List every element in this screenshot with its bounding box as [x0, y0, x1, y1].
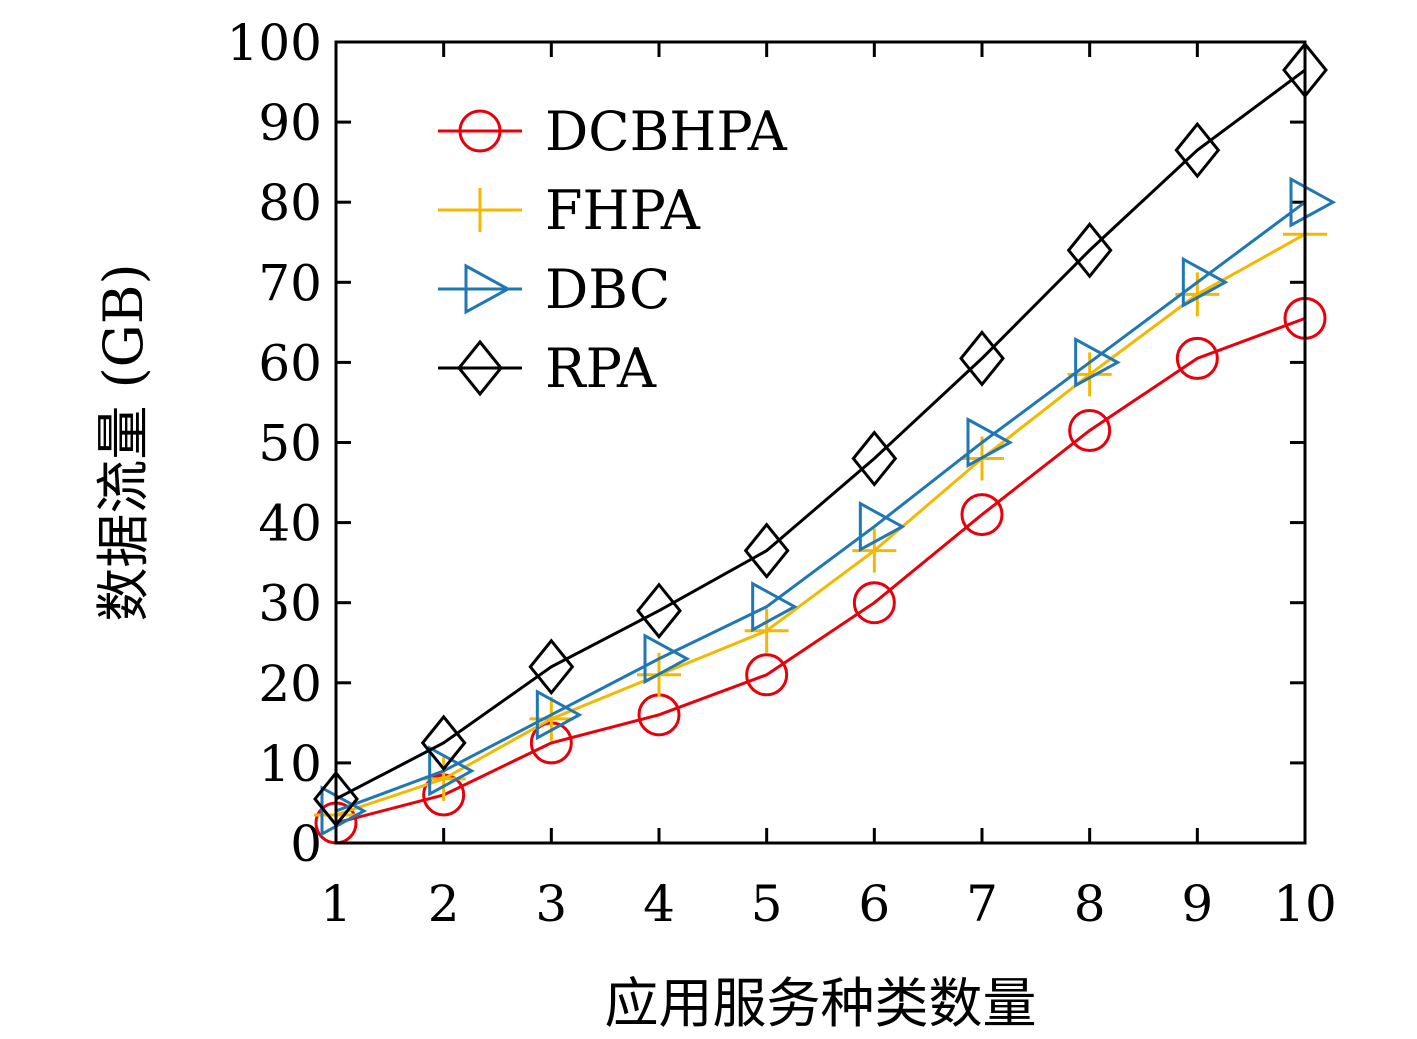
data-point-circle — [1068, 408, 1112, 452]
x-tick-label: 7 — [966, 875, 998, 933]
x-axis-label: 应用服务种类数量 — [605, 972, 1037, 1035]
legend-marker — [464, 263, 512, 315]
legend-marker — [458, 109, 502, 153]
data-point-diamond — [959, 330, 1005, 387]
legend-label: DCBHPA — [545, 100, 788, 163]
y-tick-label: 80 — [258, 174, 322, 232]
y-tick-label: 100 — [227, 14, 322, 72]
legend-item: RPA — [438, 337, 657, 400]
series-line — [335, 200, 1306, 813]
data-point-circle — [1175, 336, 1219, 380]
data-point-triangle-right — [1289, 176, 1337, 228]
x-tick-label: 8 — [1074, 875, 1106, 933]
data-point-triangle-right — [320, 785, 368, 837]
data-point-diamond — [420, 714, 467, 772]
data-point-diamond — [851, 430, 898, 487]
data-point-diamond — [528, 638, 575, 696]
y-tick-label: 60 — [258, 334, 322, 392]
series-rpa — [313, 41, 1328, 828]
y-tick-label: 90 — [258, 94, 322, 152]
data-point-circle — [745, 653, 789, 697]
legend-marker — [457, 339, 503, 397]
legend: DCBHPA FHPA DBC RPA — [438, 100, 788, 400]
y-tick-label: 20 — [258, 655, 322, 713]
series-dbc — [320, 176, 1337, 837]
legend-marker — [458, 188, 502, 232]
data-point-triangle-right — [858, 501, 906, 553]
legend-label: FHPA — [545, 179, 701, 242]
data-point-triangle-right — [966, 416, 1014, 469]
legend-item: DCBHPA — [438, 100, 788, 163]
series-layer — [313, 41, 1337, 845]
y-tick-label: 70 — [258, 254, 322, 312]
y-axis-label: 数据流量 (GB) — [92, 263, 155, 621]
x-tick-label: 6 — [858, 875, 890, 933]
data-point-diamond — [1066, 221, 1113, 279]
legend-item: FHPA — [438, 179, 701, 242]
data-point-triangle-right — [1181, 256, 1229, 308]
series-line — [335, 68, 1306, 801]
data-point-circle — [960, 493, 1004, 537]
series-line — [335, 232, 1306, 817]
series-line — [335, 316, 1306, 825]
plot-frame — [334, 40, 1307, 845]
y-tick-label: 40 — [258, 495, 322, 553]
data-point-triangle-right — [643, 633, 691, 685]
x-tick-label: 9 — [1181, 875, 1213, 933]
legend-label: DBC — [545, 258, 670, 321]
x-tick-label: 3 — [535, 875, 567, 933]
data-point-diamond — [743, 522, 790, 580]
data-point-triangle-right — [751, 581, 798, 633]
legend-item: DBC — [438, 258, 670, 321]
x-tick-label: 2 — [428, 875, 460, 933]
x-tick-label: 4 — [643, 875, 675, 933]
y-tick-label: 50 — [258, 415, 322, 473]
y-tick-label: 10 — [258, 735, 322, 793]
data-point-diamond — [1174, 121, 1221, 179]
x-tick-label: 5 — [751, 875, 783, 933]
y-tick-label: 30 — [258, 575, 322, 633]
data-point-circle — [852, 581, 896, 625]
data-point-triangle-right — [428, 745, 475, 797]
data-point-triangle-right — [1074, 336, 1121, 388]
legend-label: RPA — [545, 337, 657, 400]
x-tick-label: 1 — [320, 875, 352, 933]
data-point-triangle-right — [535, 689, 583, 741]
x-tick-label: 10 — [1273, 875, 1337, 933]
data-point-diamond — [636, 582, 682, 640]
